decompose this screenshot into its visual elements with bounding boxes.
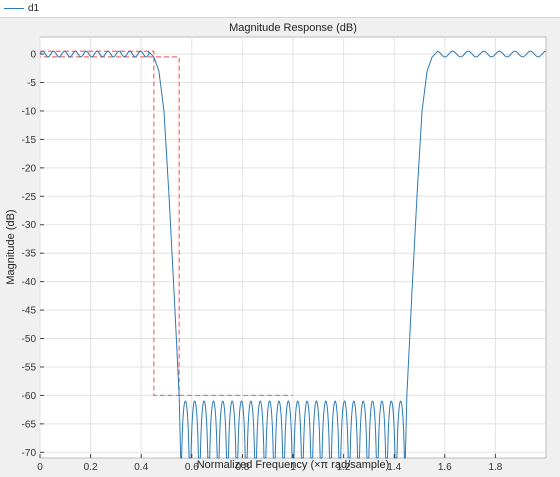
- y-axis-label: Magnitude (dB): [5, 209, 17, 284]
- y-tick-label: -55: [22, 362, 37, 373]
- legend-label: d1: [28, 3, 40, 14]
- x-tick-label: 0.4: [134, 462, 148, 473]
- legend-item-d1[interactable]: d1: [4, 1, 39, 16]
- y-tick-label: -25: [22, 192, 37, 203]
- y-tick-label: -70: [22, 448, 37, 459]
- x-tick-label: 1.6: [438, 462, 452, 473]
- x-tick-label: 1: [290, 462, 296, 473]
- chart-title: Magnitude Response (dB): [229, 22, 357, 34]
- y-tick-label: -65: [22, 419, 37, 430]
- chart[interactable]: 0 0.2 0.4 0.6 0.8 1 1.2 1.4 1.6 1.8 0 -5 -10 -15 -20 -2…: [0, 17, 560, 477]
- y-tick-label: -50: [22, 334, 37, 345]
- x-tick-label: 1.8: [488, 462, 502, 473]
- x-tick-label: 0.2: [84, 462, 98, 473]
- x-axis-label: Normalized Frequency (×π rad/sample): [197, 459, 390, 471]
- legend-line-swatch: [4, 8, 24, 9]
- x-tick-label: 0.6: [185, 462, 199, 473]
- legend-bar: d1: [0, 0, 560, 18]
- y-tick-label: -60: [22, 391, 37, 402]
- y-tick-label: -5: [27, 78, 36, 89]
- grid: [39, 37, 546, 458]
- y-tick-label: 0: [30, 50, 36, 61]
- tick-labels: 0 0.2 0.4 0.6 0.8 1 1.2 1.4 1.6 1.8 0 -5 -10 -15 -20 -2…: [22, 50, 503, 473]
- y-tick-label: -45: [22, 306, 37, 317]
- y-tick-label: -10: [22, 106, 37, 117]
- x-tick-label: 0.8: [235, 462, 249, 473]
- y-tick-label: -40: [22, 277, 37, 288]
- x-tick-label: 1.4: [387, 462, 401, 473]
- series-layer: [39, 50, 547, 459]
- x-tick-label: 0: [37, 462, 43, 473]
- series-line-d1: [39, 50, 547, 459]
- y-tick-label: -30: [22, 220, 37, 231]
- spec-mask: [40, 50, 293, 397]
- y-tick-label: -20: [22, 163, 37, 174]
- y-tick-label: -35: [22, 249, 37, 260]
- x-tick-label: 1.2: [337, 462, 351, 473]
- y-tick-label: -15: [22, 135, 37, 146]
